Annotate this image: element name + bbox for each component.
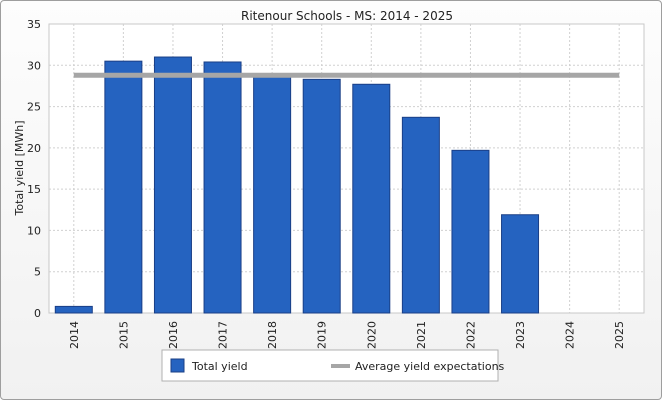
y-tick-label: 20	[27, 142, 41, 155]
bar-2019	[302, 78, 341, 314]
y-tick-label: 30	[27, 59, 41, 72]
plot-area	[48, 23, 645, 314]
chart-title: Ritenour Schools - MS: 2014 - 2025	[241, 9, 453, 23]
bar-2023	[501, 214, 540, 314]
y-tick-label: 5	[34, 266, 41, 279]
x-tick-label: 2022	[464, 321, 477, 349]
bar-series	[54, 56, 540, 314]
x-tick-label: 2025	[613, 321, 626, 349]
legend: Total yield Average yield expectations	[161, 349, 505, 382]
legend-swatch-total-yield	[170, 358, 185, 373]
legend-label-total-yield: Total yield	[191, 360, 248, 373]
x-tick-label: 2020	[365, 321, 378, 349]
legend-box	[161, 349, 499, 382]
bar-2020	[352, 83, 391, 314]
y-tick-label: 0	[34, 307, 41, 320]
y-tick-labels: 0 5 10 15 20 25 30 35	[27, 18, 41, 320]
bar-2022	[451, 149, 490, 314]
x-tick-label: 2023	[514, 321, 527, 349]
legend-swatch-average	[331, 364, 350, 368]
y-tick-label: 35	[27, 18, 41, 31]
x-tick-label: 2021	[415, 321, 428, 349]
y-tick-label: 10	[27, 224, 41, 237]
bar-2021	[401, 116, 440, 314]
y-tick-label: 25	[27, 101, 41, 114]
x-tick-label: 2024	[564, 321, 577, 349]
bar-2015	[104, 60, 143, 314]
legend-label-average: Average yield expectations	[355, 360, 505, 373]
y-tick-label: 15	[27, 183, 41, 196]
bar-2018	[253, 73, 292, 314]
x-tick-label: 2017	[217, 321, 230, 349]
bar-2016	[153, 56, 192, 314]
bar-2014	[54, 305, 93, 314]
x-tick-labels: 2014 2015 2016 2017 2018 2019 2020 2021 2022 2023…	[68, 321, 626, 349]
x-tick-label: 2016	[167, 321, 180, 349]
x-tick-label: 2019	[316, 321, 329, 349]
bar-2017	[203, 61, 242, 314]
y-axis-label: Total yield [MWh]	[13, 121, 26, 217]
x-tick-label: 2015	[117, 321, 130, 349]
x-tick-label: 2014	[68, 321, 81, 349]
x-tick-label: 2018	[266, 321, 279, 349]
